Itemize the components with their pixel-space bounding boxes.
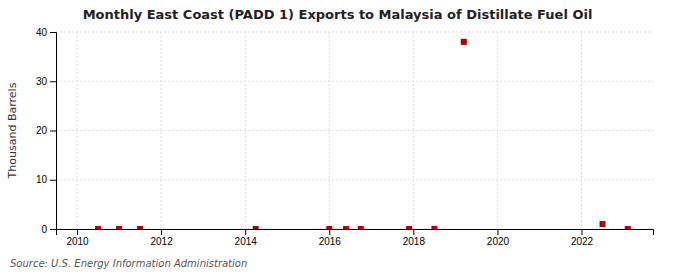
chart-svg: 2010 2012 2014 2016 2018 2020 2022 0 10 20 30 40 Mon…	[0, 0, 675, 275]
x-axis-tick: 2010	[66, 229, 89, 247]
x-axis-tick: 2012	[150, 229, 173, 247]
point	[326, 226, 332, 229]
x-axis-tick-label: 2016	[319, 236, 342, 247]
x-axis-tick-mark	[329, 229, 330, 235]
grid-line-x	[161, 32, 162, 229]
y-axis-tick: 30	[36, 76, 56, 87]
y-axis-tick-mark	[50, 32, 56, 33]
x-axis-tick: 2016	[319, 229, 342, 247]
x-axis-tick-label: 2020	[487, 236, 510, 247]
x-axis-tick-mark	[413, 229, 414, 235]
x-axis-tick-label: 2014	[235, 236, 258, 247]
x-axis-tick: 2020	[487, 229, 510, 247]
grid-line-x	[329, 32, 330, 229]
y-axis-tick-label: 30	[36, 76, 48, 87]
chart-container: 2010 2012 2014 2016 2018 2020 2022 0 10 20 30 40 Mon…	[0, 0, 675, 275]
x-axis-tick-mark	[245, 229, 246, 235]
x-axis-tick-label: 2018	[403, 236, 426, 247]
point	[431, 226, 437, 229]
grid	[56, 32, 653, 229]
y-axis-tick: 10	[36, 174, 56, 185]
point	[95, 226, 101, 229]
y-axis-tick-label: 20	[36, 125, 48, 136]
x-axis-tick-mark	[161, 229, 162, 235]
grid-line-y	[56, 32, 653, 33]
y-axis-tick-mark	[50, 131, 56, 132]
title: Monthly East Coast (PADD 1) Exports to M…	[83, 7, 593, 22]
grid-line-y	[56, 130, 653, 131]
x-axis-tick-label: 2022	[571, 236, 594, 247]
point	[116, 226, 122, 229]
points	[95, 39, 631, 229]
y-axis-tick-label: 40	[36, 27, 48, 38]
y-axis-label: Thousand Barrels	[6, 82, 19, 179]
grid-line-x	[413, 32, 414, 229]
plot-area: 2010 2012 2014 2016 2018 2020 2022 0 10 20 30 40	[36, 27, 654, 247]
grid-line-y	[56, 81, 653, 82]
y-axis-tick-label: 10	[36, 174, 48, 185]
y-axis-tick-mark	[50, 180, 56, 181]
x-axis-tick: 2022	[571, 229, 594, 247]
point	[253, 226, 259, 229]
y-axis-tick: 20	[36, 125, 56, 136]
y-axis-tick: 40	[36, 27, 56, 38]
x-axis-tick: 2014	[235, 229, 258, 247]
y-axis-tick-label: 0	[41, 224, 47, 235]
x-axis-tick-label: 2010	[66, 236, 89, 247]
grid-line-y	[56, 179, 653, 180]
point	[137, 226, 143, 229]
y-axis-tick-mark	[50, 229, 56, 230]
y-axis-tick: 0	[41, 224, 56, 235]
grid-line-x	[581, 32, 582, 229]
point	[625, 226, 631, 229]
y-axis-tick-mark	[50, 81, 56, 82]
x-axis-tick-mark	[77, 229, 78, 235]
x-axis-tick-mark	[582, 229, 583, 235]
point	[600, 221, 606, 227]
grid-line-x	[497, 32, 498, 229]
point	[358, 226, 364, 229]
grid-line-x	[77, 32, 78, 229]
source-note: Source: U.S. Energy Information Administ…	[10, 258, 247, 269]
point	[461, 39, 467, 45]
point	[406, 226, 412, 229]
x-axis-domain	[57, 230, 654, 236]
x-axis-tick: 2018	[403, 229, 426, 247]
y-axis-domain	[50, 33, 57, 230]
y-axis: 0 10 20 30 40	[36, 27, 57, 235]
x-axis: 2010 2012 2014 2016 2018 2020 2022	[57, 229, 654, 247]
point	[343, 226, 349, 229]
grid-line-x	[245, 32, 246, 229]
x-axis-tick-mark	[497, 229, 498, 235]
x-axis-tick-label: 2012	[150, 236, 173, 247]
